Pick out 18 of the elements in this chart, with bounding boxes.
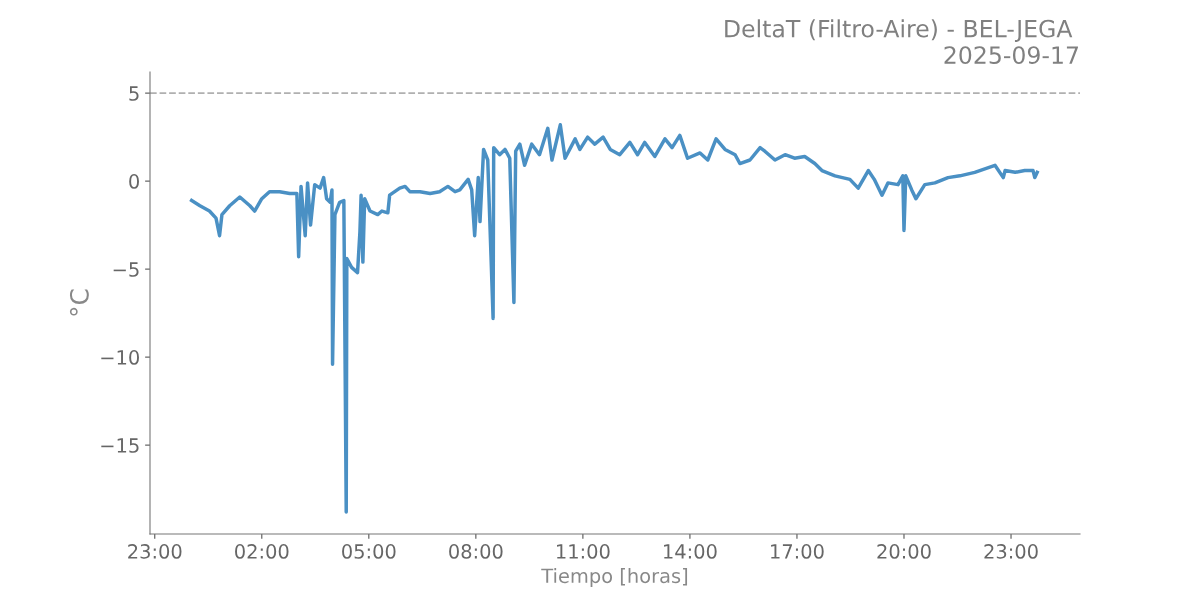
y-tick-label: 0: [129, 174, 139, 189]
x-tick-label: 23:00: [984, 544, 1038, 559]
x-tick-label: 14:00: [664, 544, 717, 559]
chart-title: DeltaT (Filtro-Aire) - BEL-JEGA 2025-09-17: [725, 19, 1078, 64]
y-tick-label: −15: [101, 438, 139, 453]
y-axis-title: °C: [69, 289, 89, 316]
x-tick-label: 11:00: [557, 544, 610, 559]
x-axis-title: Tiempo [horas]: [541, 568, 688, 587]
x-tick-label: 02:00: [235, 544, 289, 559]
x-tick-label: 23:00: [128, 544, 182, 559]
y-tick-label: −10: [101, 350, 139, 365]
y-tick-label: 5: [129, 86, 139, 101]
x-tick-label: 17:00: [771, 544, 824, 559]
line-series: [189, 123, 1039, 514]
x-tick-label: 05:00: [342, 544, 396, 559]
x-tick-label: 08:00: [449, 544, 503, 559]
x-tick-label: 20:00: [877, 544, 931, 559]
y-tick-label: −5: [113, 262, 139, 277]
